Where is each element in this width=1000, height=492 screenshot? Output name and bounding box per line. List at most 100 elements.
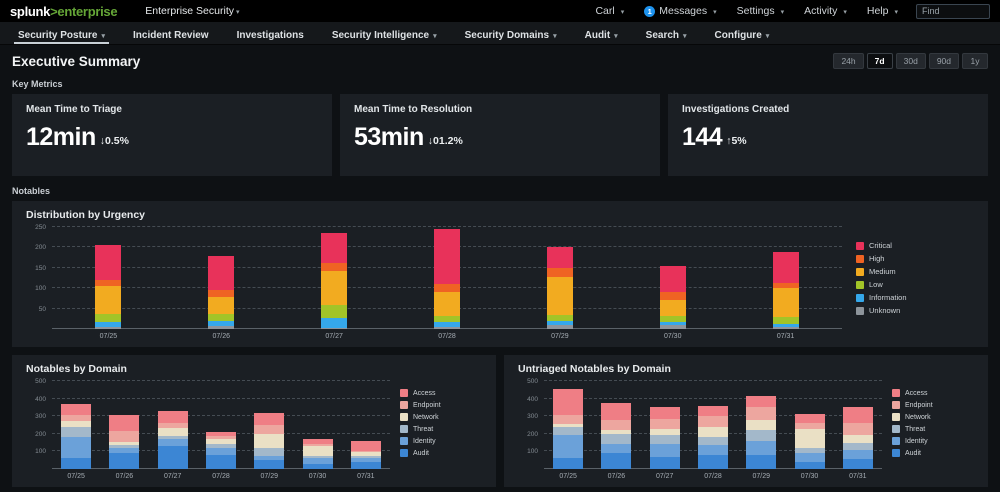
bar-segment-access[interactable] [254,413,284,425]
bar-segment-endpoint[interactable] [746,407,776,420]
bar-segment-endpoint[interactable] [601,420,631,431]
bar-segment-audit[interactable] [601,453,631,469]
stacked-bar-07-29[interactable] [254,381,284,469]
bar-segment-unknown[interactable] [773,327,799,329]
stacked-bar-07-26[interactable] [109,381,139,469]
bar-segment-low[interactable] [321,305,347,318]
stacked-bar-07-28[interactable] [434,227,460,329]
bar-segment-access[interactable] [746,396,776,407]
bar-segment-unknown[interactable] [95,327,121,329]
bar-segment-audit[interactable] [698,455,728,469]
time-range-button-30d[interactable]: 30d [896,53,926,69]
bar-segment-audit[interactable] [650,457,680,469]
bar-segment-access[interactable] [158,411,188,423]
bar-segment-identity[interactable] [746,441,776,455]
legend-item-identity[interactable]: Identity [892,437,974,445]
bar-segment-audit[interactable] [303,464,333,469]
stacked-bar-07-29[interactable] [746,381,776,469]
bar-segment-threat[interactable] [843,443,873,450]
bar-segment-audit[interactable] [61,458,91,469]
bar-segment-unknown[interactable] [547,325,573,329]
stacked-bar-07-25[interactable] [553,381,583,469]
bar-segment-endpoint[interactable] [698,416,728,427]
bar-segment-high[interactable] [434,284,460,292]
bar-segment-audit[interactable] [746,455,776,469]
bar-segment-low[interactable] [208,314,234,321]
time-range-button-24h[interactable]: 24h [833,53,863,69]
stacked-bar-07-27[interactable] [158,381,188,469]
bar-segment-identity[interactable] [843,450,873,460]
bar-segment-network[interactable] [843,435,873,443]
legend-item-high[interactable]: High [856,254,974,263]
time-range-button-7d[interactable]: 7d [867,53,893,69]
bar-segment-unknown[interactable] [208,326,234,329]
stacked-bar-07-25[interactable] [95,227,121,329]
bar-segment-endpoint[interactable] [109,431,139,442]
nav-item-audit[interactable]: Audit [571,22,632,44]
legend-item-critical[interactable]: Critical [856,241,974,250]
bar-segment-medium[interactable] [773,288,799,317]
nav-item-security-domains[interactable]: Security Domains [451,22,571,44]
topbar-menu-activity[interactable]: Activity [804,5,847,17]
stacked-bar-07-26[interactable] [208,227,234,329]
time-range-button-90d[interactable]: 90d [929,53,959,69]
bar-segment-network[interactable] [303,446,333,456]
bar-segment-identity[interactable] [553,435,583,459]
bar-segment-unknown[interactable] [321,328,347,329]
legend-item-threat[interactable]: Threat [892,425,974,433]
legend-item-identity[interactable]: Identity [400,437,482,445]
stacked-bar-07-31[interactable] [843,381,873,469]
bar-segment-network[interactable] [698,427,728,438]
bar-segment-information[interactable] [321,318,347,328]
stacked-bar-07-25[interactable] [61,381,91,469]
bar-segment-identity[interactable] [795,453,825,462]
topbar-menu-carl[interactable]: Carl [595,5,624,17]
bar-segment-critical[interactable] [208,256,234,291]
bar-segment-critical[interactable] [321,233,347,262]
nav-item-search[interactable]: Search [632,22,701,44]
bar-segment-medium[interactable] [547,277,573,315]
bar-segment-network[interactable] [795,429,825,448]
stacked-bar-07-30[interactable] [303,381,333,469]
bar-segment-low[interactable] [434,316,460,323]
bar-segment-critical[interactable] [660,266,686,292]
stacked-bar-07-30[interactable] [795,381,825,469]
bar-segment-threat[interactable] [553,427,583,435]
legend-item-low[interactable]: Low [856,280,974,289]
stacked-bar-07-28[interactable] [206,381,236,469]
legend-item-endpoint[interactable]: Endpoint [400,401,482,409]
bar-segment-audit[interactable] [254,460,284,469]
find-input[interactable] [916,4,990,19]
bar-segment-network[interactable] [158,428,188,436]
bar-segment-network[interactable] [746,420,776,431]
bar-segment-audit[interactable] [843,459,873,469]
bar-segment-critical[interactable] [547,247,573,268]
bar-segment-access[interactable] [61,404,91,415]
stacked-bar-07-27[interactable] [321,227,347,329]
bar-segment-critical[interactable] [95,245,121,280]
bar-segment-endpoint[interactable] [254,425,284,434]
bar-segment-audit[interactable] [351,462,381,469]
bar-segment-medium[interactable] [208,297,234,314]
legend-item-endpoint[interactable]: Endpoint [892,401,974,409]
bar-segment-identity[interactable] [601,444,631,453]
bar-segment-medium[interactable] [660,300,686,316]
legend-item-audit[interactable]: Audit [400,449,482,457]
bar-segment-threat[interactable] [601,434,631,445]
nav-item-investigations[interactable]: Investigations [223,22,318,44]
nav-item-incident-review[interactable]: Incident Review [119,22,223,44]
bar-segment-threat[interactable] [698,437,728,445]
bar-segment-low[interactable] [95,314,121,321]
bar-segment-endpoint[interactable] [843,423,873,434]
bar-segment-access[interactable] [795,414,825,423]
bar-segment-identity[interactable] [158,439,188,446]
bar-segment-unknown[interactable] [660,325,686,329]
legend-item-medium[interactable]: Medium [856,267,974,276]
legend-item-audit[interactable]: Audit [892,449,974,457]
bar-segment-critical[interactable] [773,252,799,283]
bar-segment-audit[interactable] [206,455,236,469]
nav-item-configure[interactable]: Configure [701,22,784,44]
stacked-bar-07-31[interactable] [773,227,799,329]
stacked-bar-07-29[interactable] [547,227,573,329]
bar-segment-identity[interactable] [650,444,680,456]
